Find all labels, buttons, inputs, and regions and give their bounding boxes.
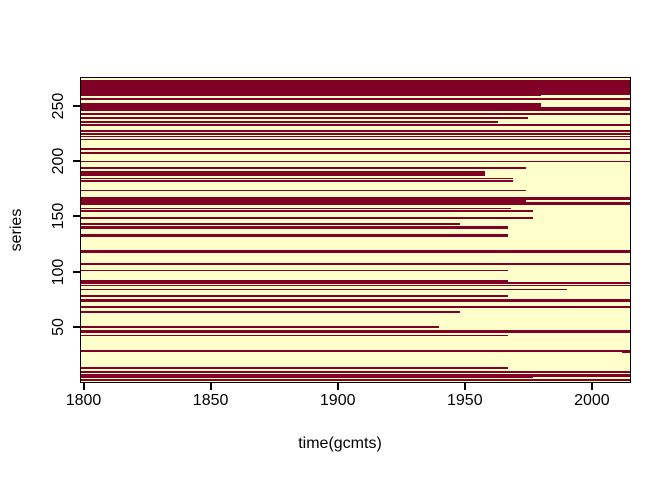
y-axis-tick-label: 250	[50, 92, 67, 119]
x-axis-tick	[209, 383, 212, 390]
series-stripe	[81, 189, 526, 192]
series-stripe	[81, 334, 508, 336]
series-stripe	[81, 107, 630, 111]
y-axis-tick-label: 50	[50, 317, 67, 336]
series-stripe	[81, 167, 526, 169]
series-stripe	[81, 148, 630, 150]
series-stripe	[81, 325, 440, 328]
series-stripe	[81, 378, 630, 381]
series-stripe	[81, 121, 498, 123]
series-stripe	[81, 284, 630, 287]
series-stripe	[81, 79, 630, 95]
series-stripe	[81, 177, 514, 180]
series-stripe	[81, 199, 526, 202]
series-stripe	[81, 367, 508, 369]
series-stripe	[81, 97, 630, 100]
series-stripe	[81, 279, 508, 282]
series-stripe	[81, 371, 630, 374]
series-stripe	[81, 117, 529, 119]
series-stripe	[81, 139, 630, 141]
y-axis-tick	[73, 104, 80, 107]
series-stripe	[81, 103, 541, 108]
x-axis-tick-label: 2000	[574, 392, 610, 409]
series-stripe	[81, 263, 630, 266]
y-axis-title: series	[8, 208, 25, 252]
series-stripe	[81, 226, 508, 229]
series-stripe	[81, 130, 630, 132]
series-stripe	[622, 352, 630, 353]
series-stripe	[81, 180, 514, 182]
series-stripe	[81, 250, 630, 253]
x-axis-tick-label: 1800	[65, 392, 102, 409]
series-stripe	[81, 160, 630, 162]
y-axis-tick-label: 200	[50, 147, 67, 175]
series-stripe	[81, 202, 630, 205]
x-axis-tick-label: 1900	[319, 392, 356, 409]
series-stripe	[81, 288, 567, 291]
series-stripe	[81, 329, 630, 333]
x-axis-tick-label: 1850	[192, 392, 229, 409]
series-stripe	[81, 152, 630, 154]
series-stripe	[81, 95, 541, 97]
series-stripe	[81, 270, 508, 272]
x-axis-tick	[463, 383, 466, 390]
x-axis-tick	[590, 383, 593, 390]
series-stripe	[81, 124, 630, 126]
series-stripe	[81, 310, 460, 313]
series-stripe	[81, 294, 508, 297]
plot-area	[80, 77, 631, 383]
series-stripe	[81, 136, 630, 138]
series-stripe	[81, 305, 630, 309]
series-stripe	[81, 234, 508, 237]
y-axis-tick	[73, 325, 80, 328]
x-axis-title: time(gcmts)	[298, 435, 382, 452]
series-stripe	[81, 210, 534, 212]
series-stripe	[81, 196, 630, 200]
series-stripe	[81, 207, 511, 209]
x-axis-tick	[336, 383, 339, 390]
y-axis-tick-label: 150	[50, 202, 67, 230]
series-stripe	[81, 113, 630, 116]
y-axis-tick	[73, 215, 80, 218]
series-stripe	[81, 133, 630, 135]
y-axis-tick-label: 100	[50, 258, 67, 285]
y-axis-tick	[73, 270, 80, 273]
series-stripe	[81, 376, 534, 378]
series-stripe	[81, 223, 460, 225]
series-stripe	[81, 171, 486, 177]
series-stripe	[81, 298, 630, 303]
series-stripe	[81, 282, 630, 284]
series-stripe	[81, 374, 630, 377]
series-stripe	[81, 350, 630, 352]
y-axis-tick	[73, 159, 80, 162]
x-axis-tick-label: 1950	[447, 392, 483, 409]
x-axis-tick	[82, 383, 85, 390]
series-stripe	[81, 217, 534, 219]
